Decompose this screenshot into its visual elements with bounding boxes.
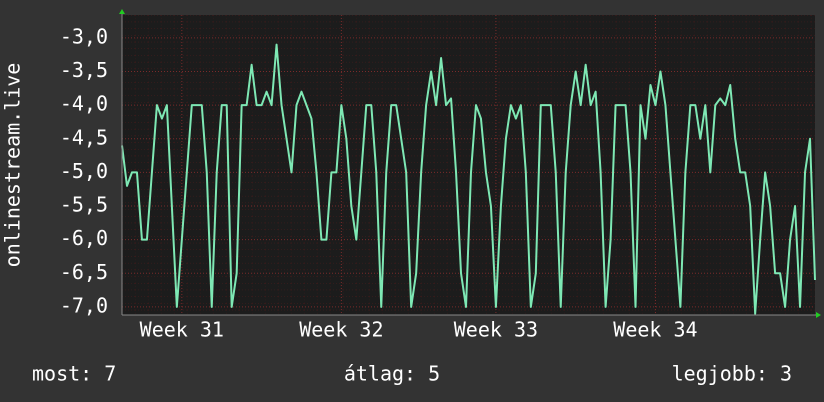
y-tick-label: -5,5 (60, 193, 108, 217)
x-tick-label: Week 32 (299, 318, 383, 342)
axis-arrow (816, 312, 821, 318)
axis-arrow (119, 9, 125, 14)
x-tick-label: Week 34 (613, 318, 697, 342)
stat-average: átlag: 5 (344, 362, 440, 386)
y-tick-label: -3,5 (60, 58, 108, 82)
y-tick-label: -6,5 (60, 260, 108, 284)
stat-best: legjobb: 3 (672, 362, 792, 386)
stat-current: most: 7 (32, 362, 116, 386)
x-tick-label: Week 33 (454, 318, 538, 342)
y-tick-label: -4,0 (60, 92, 108, 116)
y-tick-label: -5,0 (60, 159, 108, 183)
data-line (121, 43, 816, 315)
y-tick-label: -4,5 (60, 125, 108, 149)
y-axis-title: onlinestream.live (1, 63, 25, 268)
y-tick-label: -6,0 (60, 226, 108, 250)
x-tick-label: Week 31 (140, 318, 224, 342)
y-tick-label: -7,0 (60, 293, 108, 317)
y-tick-label: -3,0 (60, 24, 108, 48)
